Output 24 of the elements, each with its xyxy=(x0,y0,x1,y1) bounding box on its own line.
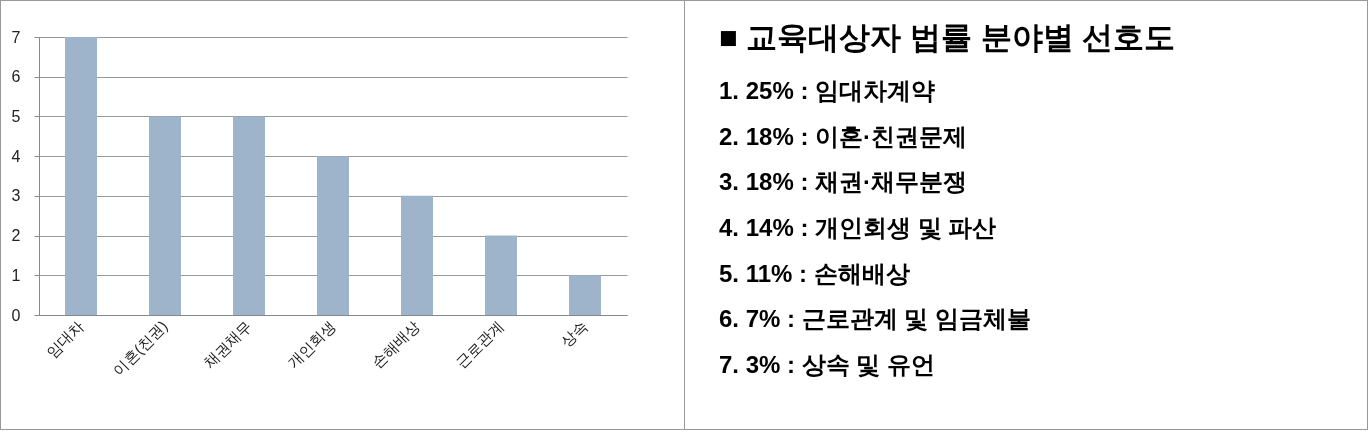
y-tick-label: 7 xyxy=(11,28,21,46)
text: 1. 25% : 임대차계약 xyxy=(719,76,936,104)
x-tick-label: 상속 xyxy=(557,317,591,351)
text: 3. 18% : 채권·채무분쟁 xyxy=(719,168,968,196)
text: ■ 교육대상자 법률 분야별 선호도 xyxy=(719,20,1176,55)
bar xyxy=(569,275,601,315)
bar xyxy=(401,195,433,315)
y-tick-label: 5 xyxy=(11,107,21,125)
bar xyxy=(317,156,349,315)
y-tick-label: 2 xyxy=(11,227,21,245)
bar xyxy=(233,116,265,315)
y-tick-label: 4 xyxy=(11,147,21,165)
bar xyxy=(485,235,517,315)
text: 4. 14% : 개인회생 및 파산 xyxy=(719,214,997,241)
y-tick-label: 3 xyxy=(11,187,21,205)
text: 7. 3% : 상속 및 유언 xyxy=(719,351,936,379)
bar xyxy=(149,116,181,315)
text: 2. 18% : 이혼·친권문제 xyxy=(719,122,968,150)
y-tick-label: 6 xyxy=(11,68,21,86)
text: 5. 11% : 손해배상 xyxy=(719,259,910,287)
y-tick-label: 1 xyxy=(11,266,21,284)
text: 6. 7% : 근로관계 및 임금체불 xyxy=(719,305,1032,333)
y-tick-label: 0 xyxy=(11,306,21,324)
bar xyxy=(65,37,97,315)
